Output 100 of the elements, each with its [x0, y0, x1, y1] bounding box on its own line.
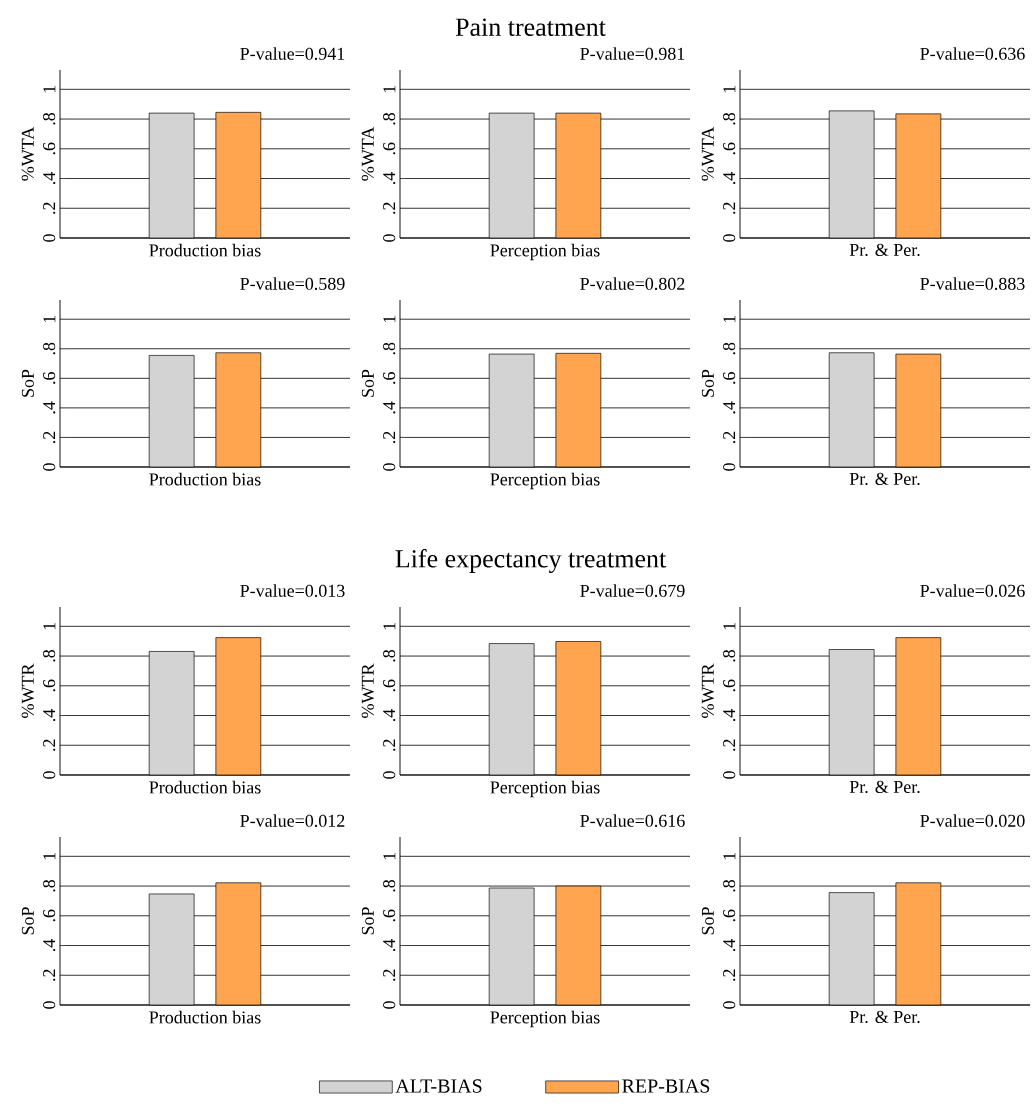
chart-subtitle: P-value=0.616: [580, 814, 685, 827]
y-tick-label: .2: [383, 431, 396, 443]
y-tick-label: .6: [43, 372, 56, 384]
x-axis-title: Perception bias: [490, 1010, 600, 1028]
y-tick-label: .6: [43, 142, 56, 155]
y-tick-label: 1: [723, 85, 736, 93]
y-tick-label: 1: [383, 315, 396, 323]
x-axis-title: Pr. & Per.: [849, 243, 920, 257]
y-axis-title: SoP: [21, 369, 34, 397]
chart-subtitle: P-value=0.941: [240, 47, 345, 60]
y-tick-label: .4: [723, 709, 736, 722]
y-axis-title: SoP: [701, 369, 714, 397]
y-tick-label: 0: [43, 463, 56, 471]
y-tick-label: .4: [723, 939, 736, 952]
y-tick-label: .2: [383, 202, 396, 214]
y-axis-title: %WTA: [21, 126, 34, 181]
y-tick-label: .8: [43, 112, 56, 125]
y-tick-label: 1: [383, 622, 396, 630]
chart-subtitle: P-value=0.636: [920, 47, 1025, 60]
y-tick-label: .6: [383, 142, 396, 155]
y-tick-label: 1: [723, 315, 736, 323]
y-tick-label: 0: [723, 1001, 736, 1009]
x-axis-title: Perception bias: [490, 472, 600, 490]
y-axis-title: SoP: [21, 907, 34, 935]
y-tick-label: 0: [723, 771, 736, 779]
y-tick-label: .4: [383, 709, 396, 722]
chart-subtitle: P-value=0.802: [580, 277, 685, 290]
chart-title: Life expectancy treatment: [395, 549, 667, 573]
y-tick-label: .4: [43, 709, 56, 722]
y-tick-label: .8: [723, 649, 736, 662]
y-tick-label: 1: [43, 85, 56, 93]
y-axis-title: %WTA: [361, 126, 374, 181]
y-tick-label: .6: [723, 372, 736, 384]
y-tick-label: .8: [723, 342, 736, 355]
y-axis-title: SoP: [361, 369, 374, 397]
chart-subtitle: P-value=0.012: [240, 814, 345, 827]
y-tick-label: 1: [43, 315, 56, 323]
y-tick-label: .4: [43, 172, 56, 185]
chart-subtitle: P-value=0.013: [240, 584, 345, 597]
chart-subtitle: P-value=0.883: [920, 277, 1025, 290]
y-axis-title: %WTR: [701, 663, 714, 718]
y-axis-title: %WTA: [701, 126, 714, 181]
y-axis-title: %WTR: [21, 663, 34, 718]
chart-subtitle: P-value=0.981: [580, 47, 685, 60]
y-tick-label: .2: [723, 202, 736, 214]
y-tick-label: .6: [383, 679, 396, 692]
y-tick-label: .2: [43, 739, 56, 751]
chart-subtitle: P-value=0.679: [580, 584, 685, 597]
y-tick-label: .6: [383, 909, 396, 922]
y-axis-title: SoP: [361, 907, 374, 935]
x-axis-title: Perception bias: [490, 780, 600, 798]
x-axis-title: Production bias: [149, 243, 261, 257]
y-tick-label: 0: [383, 234, 396, 242]
y-tick-label: .4: [383, 172, 396, 185]
y-tick-label: .8: [383, 879, 396, 892]
x-axis-title: Production bias: [149, 780, 261, 794]
y-tick-label: .8: [383, 649, 396, 662]
chart-subtitle: P-value=0.020: [920, 814, 1025, 827]
chart-subtitle: P-value=0.589: [240, 277, 345, 290]
y-tick-label: .8: [383, 112, 396, 125]
chart-subtitle: P-value=0.026: [920, 584, 1025, 597]
y-tick-label: .2: [723, 739, 736, 751]
y-tick-label: .8: [723, 879, 736, 892]
y-tick-label: .6: [723, 679, 736, 692]
y-tick-label: .8: [43, 649, 56, 662]
y-tick-label: 1: [43, 852, 56, 860]
y-tick-label: .2: [43, 969, 56, 981]
y-tick-label: .4: [383, 401, 396, 414]
y-tick-label: 0: [723, 463, 736, 471]
y-tick-label: .4: [383, 939, 396, 952]
y-tick-label: .8: [43, 879, 56, 892]
y-tick-label: .4: [723, 172, 736, 185]
y-tick-label: 1: [383, 85, 396, 93]
x-axis-title: Pr. & Per.: [849, 1010, 920, 1024]
y-tick-label: 0: [43, 1001, 56, 1009]
x-axis-title: Pr. & Per.: [849, 780, 920, 794]
legend-label: REP-BIAS: [622, 1079, 710, 1093]
x-axis-title: Production bias: [149, 472, 261, 486]
y-tick-label: .6: [43, 909, 56, 922]
y-tick-label: 1: [723, 622, 736, 630]
y-tick-label: 0: [43, 771, 56, 779]
y-tick-label: 0: [43, 234, 56, 242]
y-tick-label: 0: [383, 463, 396, 471]
y-tick-label: .4: [723, 401, 736, 414]
y-tick-label: .6: [723, 909, 736, 922]
y-tick-label: .2: [43, 431, 56, 443]
y-tick-label: 1: [723, 852, 736, 860]
legend-label: ALT-BIAS: [395, 1079, 482, 1093]
y-tick-label: .4: [43, 401, 56, 414]
y-tick-label: 1: [383, 852, 396, 860]
x-axis-title: Perception bias: [490, 243, 600, 261]
x-axis-title: Pr. & Per.: [849, 472, 920, 486]
y-tick-label: .6: [43, 679, 56, 692]
y-tick-label: .2: [383, 969, 396, 981]
y-axis-title: SoP: [701, 907, 714, 935]
y-tick-label: .2: [723, 969, 736, 981]
y-tick-label: .8: [723, 112, 736, 125]
y-tick-label: 0: [723, 234, 736, 242]
y-tick-label: .2: [723, 431, 736, 443]
chart-title: Pain treatment: [455, 18, 606, 36]
